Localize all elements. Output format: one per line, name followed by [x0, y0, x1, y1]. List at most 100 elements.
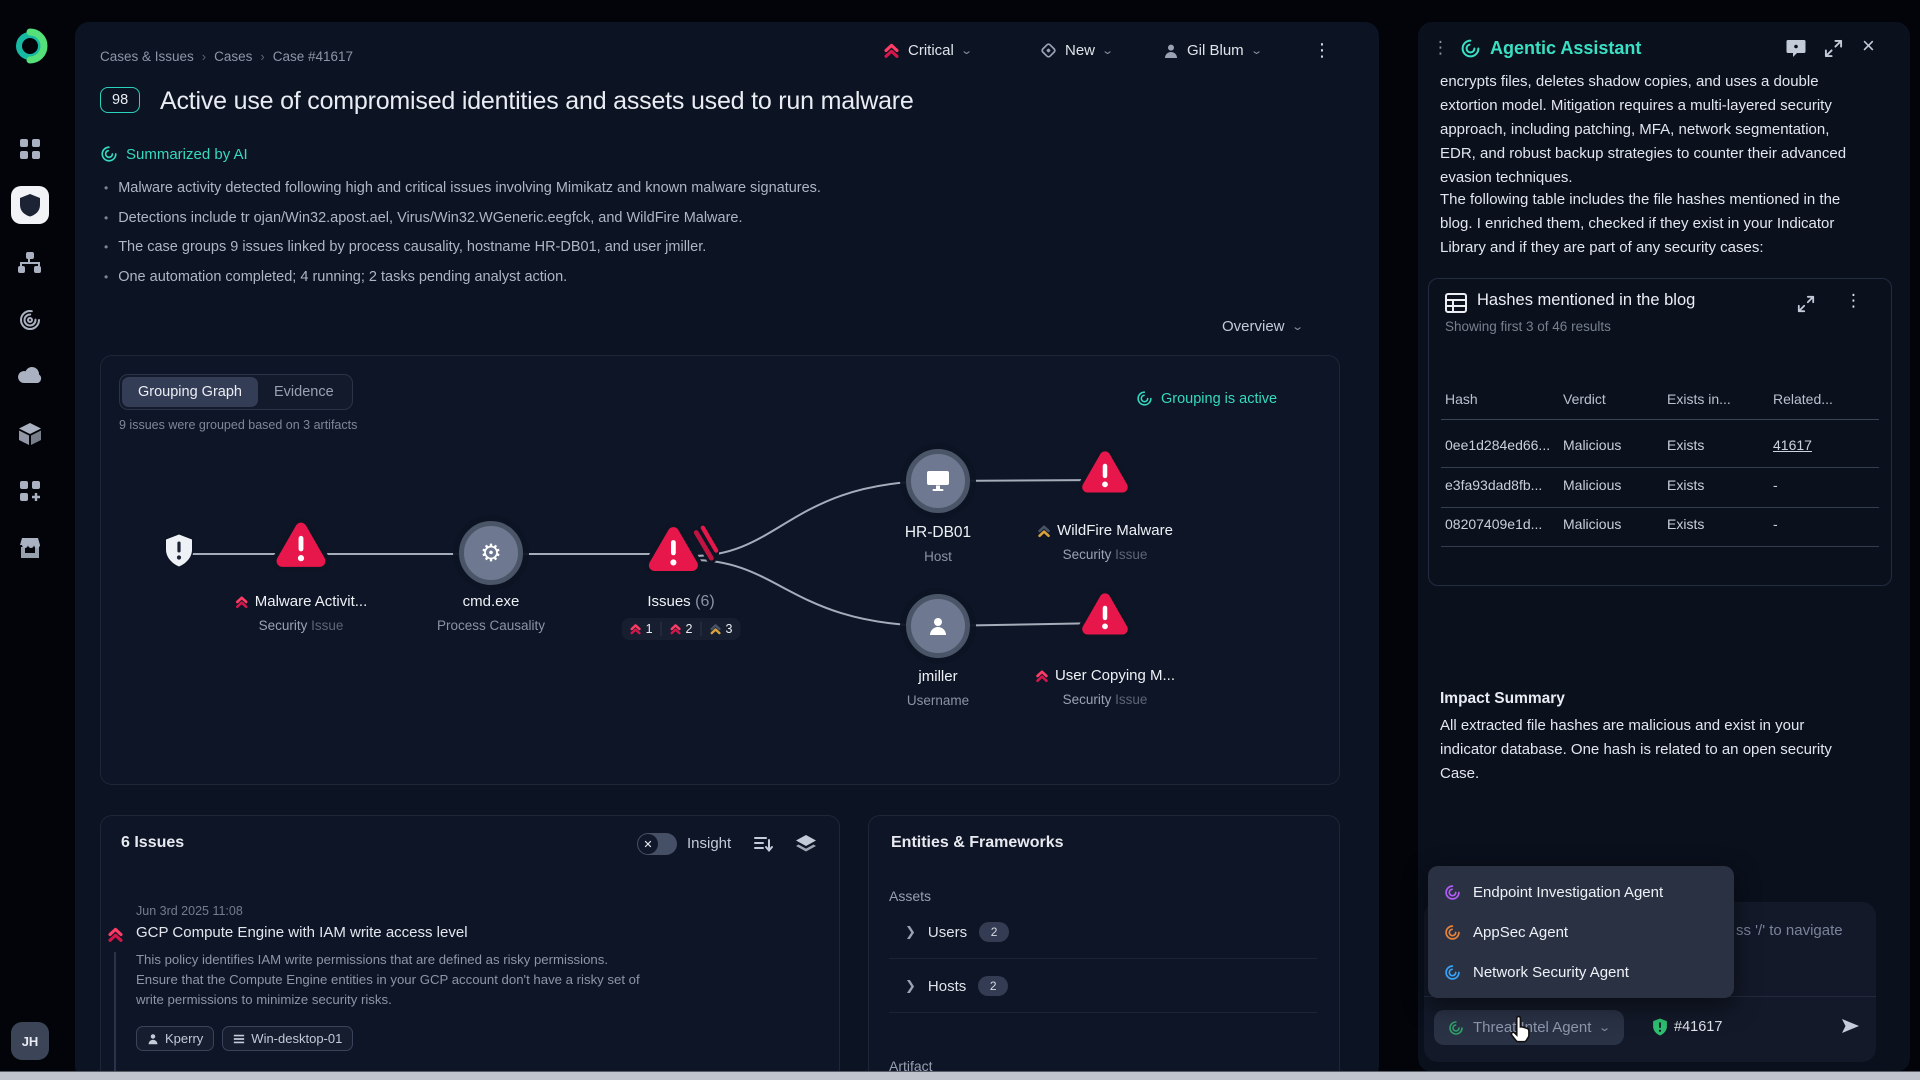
insight-toggle[interactable]: ✕: [637, 833, 677, 855]
kebab-menu-icon[interactable]: ⋮: [1845, 291, 1862, 310]
tab-evidence[interactable]: Evidence: [273, 384, 334, 400]
layers-icon[interactable]: [795, 834, 817, 859]
entities-row-users[interactable]: ❯ Users 2: [905, 922, 1010, 942]
case-page: Cases & Issues › Cases › Case #41617 Cri…: [75, 22, 1379, 1080]
entities-row-hosts[interactable]: ❯ Hosts 2: [905, 976, 1009, 996]
ai-spiral-icon: [1445, 964, 1460, 980]
node-issues-group[interactable]: [643, 521, 721, 588]
issues-panel: 6 Issues ✕ Insight Jun 3rd 2025 11:08: [100, 815, 840, 1080]
node-wildfire[interactable]: [1076, 447, 1134, 507]
page-title: Active use of compromised identities and…: [160, 87, 914, 115]
node-malware-label[interactable]: Malware Activit...: [235, 593, 367, 611]
node-username[interactable]: [906, 594, 970, 658]
severity-select[interactable]: Critical ⌄: [883, 42, 973, 59]
severity-critical-icon: [884, 43, 899, 58]
node-host-sublabel: Host: [924, 549, 952, 564]
chevron-down-icon: ⌄: [1101, 45, 1115, 57]
chevron-right-icon: ❯: [905, 924, 916, 939]
case-reference-chip[interactable]: #41617: [1652, 1018, 1722, 1036]
feedback-icon[interactable]: [1786, 39, 1806, 63]
cell-exists: Exists: [1667, 516, 1705, 532]
assignee-label: Gil Blum: [1187, 42, 1244, 59]
node-host[interactable]: [906, 449, 970, 513]
kebab-menu-icon[interactable]: ⋮: [1432, 38, 1449, 57]
package-icon[interactable]: [18, 422, 42, 451]
issue-title[interactable]: GCP Compute Engine with IAM write access…: [136, 924, 468, 941]
menu-item-appsec-agent[interactable]: AppSec Agent: [1428, 912, 1734, 952]
fingerprint-icon[interactable]: [18, 308, 42, 337]
send-icon[interactable]: [1838, 1014, 1862, 1043]
cell-related-case-link[interactable]: 41617: [1773, 437, 1812, 453]
node-username-label[interactable]: jmiller: [918, 668, 958, 685]
agent-selector[interactable]: Threat Intel Agent ⌄: [1434, 1010, 1624, 1045]
menu-item-network-agent[interactable]: Network Security Agent: [1428, 952, 1734, 992]
node-user-copying[interactable]: [1076, 589, 1134, 649]
workflow-icon[interactable]: [18, 252, 42, 279]
risk-score-badge: 98: [100, 87, 141, 113]
badge-critical: 1: [630, 622, 653, 636]
ai-summary-label: Summarized by AI: [126, 145, 248, 163]
node-cmd-exe[interactable]: ⚙: [459, 521, 523, 585]
tag-user[interactable]: Kperry: [136, 1026, 215, 1051]
ai-spiral-icon: [1445, 924, 1460, 940]
sort-icon[interactable]: [753, 834, 775, 859]
assistant-paragraph: The following table includes the file ha…: [1440, 191, 1841, 256]
person-icon: [930, 618, 946, 635]
dashboard-icon[interactable]: [19, 138, 41, 165]
cell-verdict: Malicious: [1563, 437, 1622, 453]
expand-icon[interactable]: [1824, 39, 1843, 63]
col-header-exists[interactable]: Exists in...: [1667, 391, 1731, 407]
hashes-table-card: Hashes mentioned in the blog ⋮ Showing f…: [1428, 278, 1892, 586]
assets-section-label: Assets: [889, 888, 932, 904]
tag-host[interactable]: Win-desktop-01: [222, 1026, 354, 1051]
node-wildfire-label[interactable]: WildFire Malware: [1037, 522, 1173, 540]
list-icon: [234, 1034, 245, 1043]
breadcrumb-cases-issues[interactable]: Cases & Issues: [100, 49, 194, 64]
sidebar-item-cases-active[interactable]: [11, 186, 49, 224]
col-header-verdict[interactable]: Verdict: [1563, 391, 1606, 407]
cell-hash: 08207409e1d...: [1445, 516, 1543, 532]
breadcrumb-cases[interactable]: Cases: [214, 49, 253, 64]
gear-icon: ⚙: [480, 539, 502, 567]
shield-icon: [20, 194, 40, 217]
overview-select[interactable]: Overview ⌄: [1222, 318, 1304, 335]
expand-icon[interactable]: [1797, 295, 1815, 318]
node-issues-label[interactable]: Issues (6): [647, 593, 715, 610]
divider: [889, 958, 1317, 959]
warning-triangle-icon: [1078, 447, 1132, 497]
node-host-label[interactable]: HR-DB01: [904, 524, 972, 541]
kebab-menu-icon[interactable]: ⋮: [1313, 40, 1331, 60]
node-cmd-label[interactable]: cmd.exe: [462, 593, 520, 610]
monitor-icon: [927, 471, 949, 491]
cell-exists: Exists: [1667, 477, 1705, 493]
marketplace-icon[interactable]: [18, 537, 42, 564]
chevron-right-icon: ❯: [905, 978, 916, 993]
node-malware-activity[interactable]: [270, 518, 332, 582]
grouping-status: Grouping is active: [1136, 390, 1277, 407]
summary-bullet: Malware activity detected following high…: [104, 178, 1154, 200]
chevron-down-icon: ⌄: [1598, 1022, 1612, 1034]
col-header-related[interactable]: Related...: [1773, 391, 1833, 407]
node-wildfire-sublabel: Security Issue: [1062, 547, 1148, 562]
impact-summary-heading: Impact Summary: [1440, 690, 1565, 707]
assignee-select[interactable]: Gil Blum ⌄: [1163, 42, 1263, 59]
user-avatar[interactable]: JH: [11, 1022, 49, 1060]
person-icon: [148, 1033, 158, 1044]
col-header-hash[interactable]: Hash: [1445, 391, 1478, 407]
ai-spiral-icon: [1461, 39, 1480, 58]
chevron-down-icon: ⌄: [1249, 45, 1263, 57]
horizontal-scrollbar[interactable]: [0, 1071, 1920, 1080]
tab-grouping-graph[interactable]: Grouping Graph: [122, 377, 258, 407]
torq-logo[interactable]: [12, 28, 48, 69]
close-icon[interactable]: ×: [1862, 33, 1875, 58]
summary-bullet: The case groups 9 issues linked by proce…: [104, 237, 1154, 259]
graph-subtitle: 9 issues were grouped based on 3 artifac…: [119, 418, 358, 432]
menu-item-endpoint-agent[interactable]: Endpoint Investigation Agent: [1428, 872, 1734, 912]
node-user-copying-label[interactable]: User Copying M...: [1035, 667, 1175, 685]
apps-plus-icon[interactable]: [19, 480, 41, 507]
table-icon: [1445, 293, 1467, 318]
cell-related: -: [1773, 516, 1778, 532]
cloud-icon[interactable]: [17, 366, 43, 389]
insight-toggle-label: Insight: [687, 835, 732, 852]
status-select[interactable]: New ⌄: [1040, 42, 1115, 59]
